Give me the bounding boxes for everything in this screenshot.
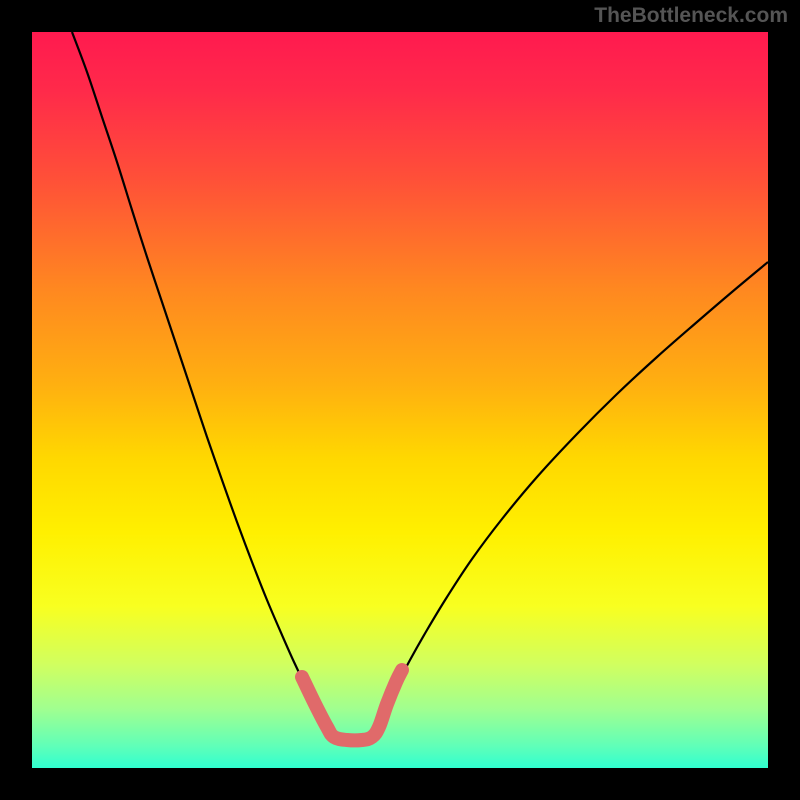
chart-container: TheBottleneck.com: [0, 0, 800, 800]
plot-area: [32, 32, 768, 768]
curve-overlay: [32, 32, 768, 768]
watermark-text: TheBottleneck.com: [594, 4, 788, 28]
